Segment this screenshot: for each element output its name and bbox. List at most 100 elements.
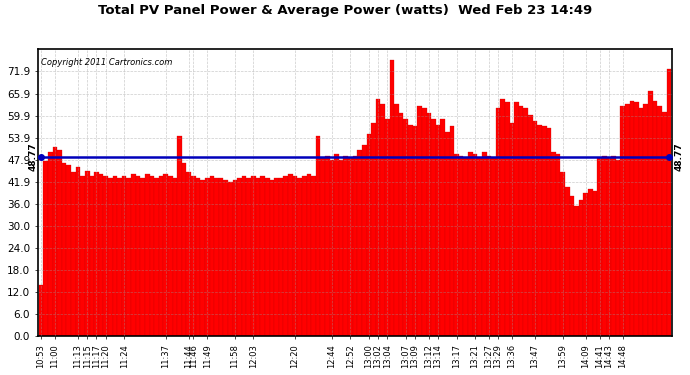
Bar xyxy=(242,176,246,336)
Bar xyxy=(408,124,413,336)
Bar xyxy=(122,176,126,336)
Bar xyxy=(48,152,52,336)
Bar xyxy=(71,172,76,336)
Bar xyxy=(500,99,505,336)
Bar xyxy=(615,159,620,336)
Bar xyxy=(136,176,140,336)
Bar xyxy=(473,154,477,336)
Bar xyxy=(639,108,644,336)
Bar xyxy=(510,123,514,336)
Bar xyxy=(394,104,399,336)
Bar xyxy=(404,119,408,336)
Bar xyxy=(662,112,667,336)
Bar xyxy=(311,176,316,336)
Bar xyxy=(344,156,348,336)
Bar xyxy=(302,176,306,336)
Bar xyxy=(260,176,265,336)
Bar xyxy=(94,172,99,336)
Bar xyxy=(205,178,210,336)
Bar xyxy=(468,152,473,336)
Bar xyxy=(496,108,500,336)
Bar xyxy=(117,178,122,336)
Bar xyxy=(145,174,150,336)
Bar xyxy=(246,178,251,336)
Bar xyxy=(514,102,519,336)
Bar xyxy=(191,176,196,336)
Bar xyxy=(251,176,256,336)
Bar xyxy=(634,102,639,336)
Bar xyxy=(108,178,112,336)
Bar xyxy=(524,108,528,336)
Bar xyxy=(588,189,593,336)
Bar xyxy=(265,178,270,336)
Bar xyxy=(66,165,71,336)
Bar xyxy=(52,147,57,336)
Bar xyxy=(85,171,90,336)
Bar xyxy=(630,100,634,336)
Bar xyxy=(284,176,288,336)
Bar xyxy=(366,134,371,336)
Bar xyxy=(551,152,555,336)
Bar xyxy=(288,174,293,336)
Text: 48.77: 48.77 xyxy=(28,142,37,171)
Bar xyxy=(200,180,205,336)
Bar xyxy=(459,156,464,336)
Bar xyxy=(219,178,224,336)
Bar xyxy=(43,161,48,336)
Bar xyxy=(426,114,431,336)
Bar xyxy=(555,154,560,336)
Bar xyxy=(76,167,80,336)
Bar xyxy=(293,176,297,336)
Text: 48.77: 48.77 xyxy=(674,142,683,171)
Bar xyxy=(445,132,450,336)
Bar xyxy=(90,176,94,336)
Bar xyxy=(39,285,43,336)
Bar xyxy=(431,119,436,336)
Bar xyxy=(538,124,542,336)
Bar xyxy=(598,158,602,336)
Bar xyxy=(159,176,164,336)
Bar xyxy=(486,156,491,336)
Bar xyxy=(533,121,538,336)
Bar xyxy=(196,178,200,336)
Bar xyxy=(131,174,136,336)
Bar xyxy=(357,150,362,336)
Bar xyxy=(505,102,510,336)
Bar xyxy=(57,150,62,336)
Bar xyxy=(233,180,237,336)
Bar xyxy=(593,191,598,336)
Bar xyxy=(644,104,648,336)
Bar xyxy=(528,116,533,336)
Bar xyxy=(214,178,219,336)
Bar xyxy=(648,92,653,336)
Bar xyxy=(542,126,546,336)
Bar xyxy=(325,156,330,336)
Bar xyxy=(279,178,284,336)
Bar xyxy=(270,180,274,336)
Bar xyxy=(330,159,334,336)
Bar xyxy=(491,158,496,336)
Bar xyxy=(519,106,524,336)
Bar xyxy=(126,178,131,336)
Bar xyxy=(602,156,607,336)
Bar xyxy=(362,145,366,336)
Bar xyxy=(376,99,380,336)
Bar xyxy=(353,156,357,336)
Text: Total PV Panel Power & Average Power (watts)  Wed Feb 23 14:49: Total PV Panel Power & Average Power (wa… xyxy=(98,4,592,17)
Bar xyxy=(413,126,417,336)
Bar xyxy=(186,172,191,336)
Bar xyxy=(380,104,385,336)
Bar xyxy=(297,178,302,336)
Bar xyxy=(150,176,154,336)
Bar xyxy=(579,200,584,336)
Bar xyxy=(450,126,454,336)
Bar xyxy=(339,159,344,336)
Bar xyxy=(454,154,459,336)
Bar xyxy=(210,176,214,336)
Bar xyxy=(224,180,228,336)
Bar xyxy=(436,124,440,336)
Bar xyxy=(584,193,588,336)
Bar xyxy=(140,178,145,336)
Bar xyxy=(306,174,311,336)
Bar xyxy=(611,156,615,336)
